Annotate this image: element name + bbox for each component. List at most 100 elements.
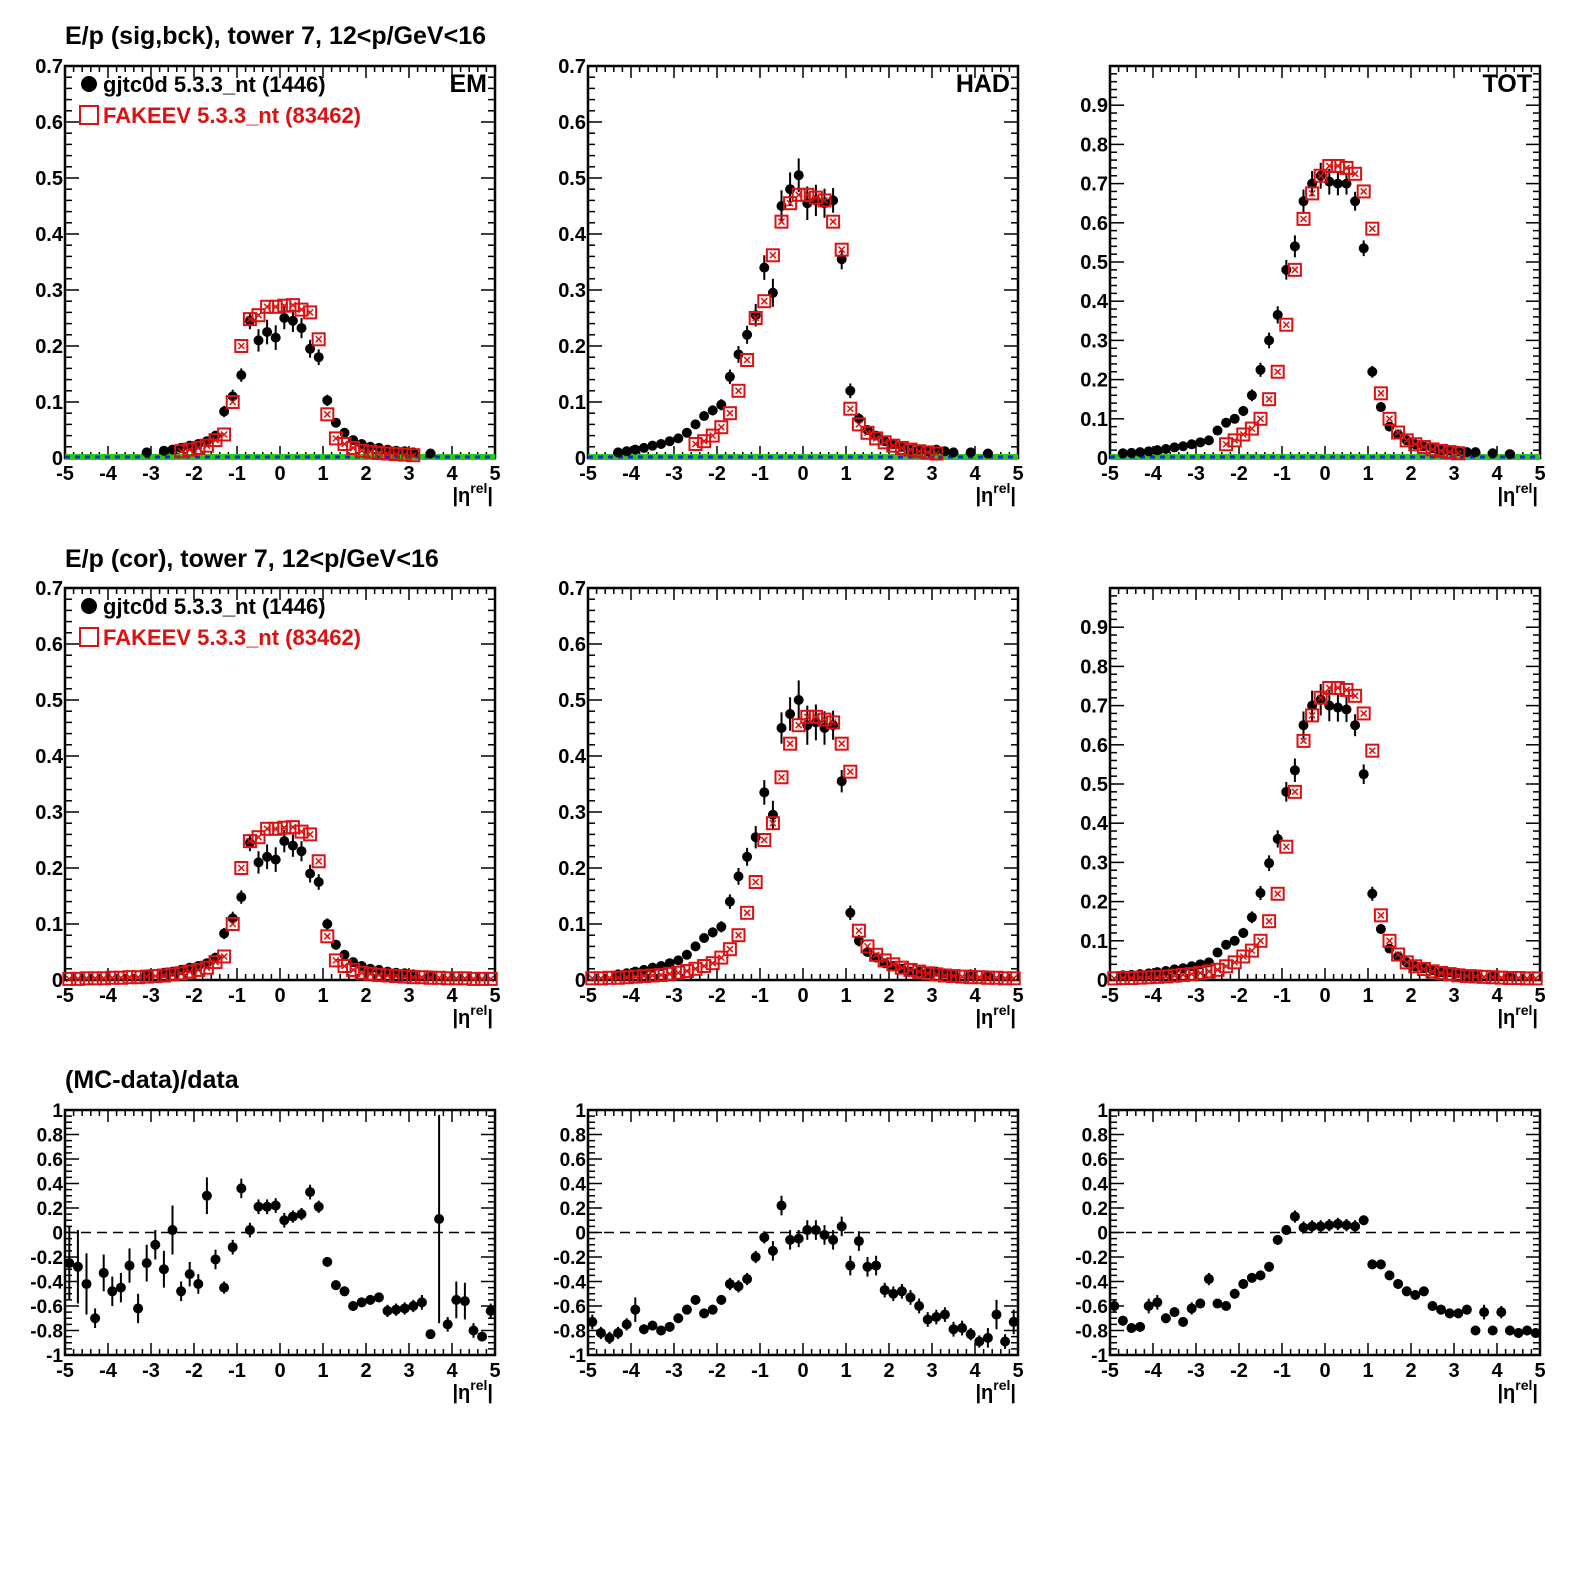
y-tick-label: 0.7 bbox=[558, 578, 586, 600]
mc-point-cross bbox=[409, 451, 417, 459]
mc-point bbox=[466, 971, 481, 986]
mc-point-cross bbox=[863, 429, 872, 437]
x-tick-label: 2 bbox=[883, 1360, 894, 1382]
x-tick-label: -1 bbox=[751, 463, 769, 485]
x-tick-label: -4 bbox=[1144, 1360, 1163, 1382]
mc-point-cross bbox=[237, 864, 245, 872]
x-tick-label: -2 bbox=[1230, 1360, 1248, 1382]
data-point bbox=[1332, 702, 1343, 713]
y-tick-label: 0.2 bbox=[1082, 1199, 1108, 1220]
mc-point-cross bbox=[332, 956, 340, 964]
panel-tot_sigbck: -5 -4 -3 -2 -1 0 1 2 3 4 5 0 0.1 0.2 0.3 0.4 0.5 0.6 0.7 0.… bbox=[1080, 64, 1546, 507]
series-mc bbox=[688, 187, 944, 461]
mc-point-cross bbox=[1368, 747, 1376, 755]
mc-point-cross bbox=[726, 409, 734, 417]
data-point bbox=[750, 1252, 761, 1262]
data-point bbox=[664, 1321, 675, 1332]
x-tick-label: 0 bbox=[274, 1360, 285, 1382]
x-tick-label: -4 bbox=[622, 985, 641, 1007]
x-axis-label: |ηrel| bbox=[975, 480, 1016, 507]
mc-point bbox=[826, 715, 841, 730]
panels: -5 -4 -3 -2 -1 0 1 2 3 4 5 0 0.1 0.2 0.3 0.4 0.5 0.6 0.7 |η… bbox=[30, 56, 1545, 1404]
data-point bbox=[1255, 1270, 1266, 1281]
data-point bbox=[1375, 402, 1386, 413]
mc-point-cross bbox=[323, 932, 331, 940]
y-tick-label: 0.6 bbox=[1080, 213, 1108, 235]
data-point bbox=[141, 1258, 152, 1269]
data-point bbox=[382, 1305, 393, 1316]
mc-point bbox=[1313, 168, 1328, 183]
y-tick-label: 0.5 bbox=[35, 168, 63, 190]
mc-point bbox=[1244, 421, 1259, 436]
x-tick-label: 3 bbox=[403, 1360, 414, 1382]
mc-point bbox=[1287, 784, 1302, 799]
x-tick-label: 1 bbox=[840, 463, 851, 485]
legend: gjtc0d 5.3.3_nt (1446) FAKEEV 5.3.3_nt (8… bbox=[79, 72, 361, 128]
mc-point-cross bbox=[1282, 321, 1290, 329]
y-tick-label: 0.2 bbox=[37, 1199, 63, 1220]
legend-marker-mc bbox=[79, 105, 99, 125]
data-point bbox=[1000, 1336, 1011, 1347]
data-point bbox=[699, 411, 710, 421]
x-tick-label: -3 bbox=[142, 463, 160, 485]
data-point bbox=[1461, 1304, 1472, 1315]
y-tick-label: 0.5 bbox=[35, 690, 63, 712]
mc-point bbox=[122, 970, 137, 985]
series-data bbox=[613, 680, 993, 981]
x-tick-label: -5 bbox=[579, 463, 597, 485]
legend-label-mc: FAKEEV 5.3.3_nt (83462) bbox=[103, 103, 361, 128]
data-point bbox=[673, 955, 684, 966]
mc-point-cross bbox=[1377, 389, 1385, 397]
mc-point-cross bbox=[1265, 395, 1273, 403]
data-point bbox=[793, 695, 804, 705]
mc-point bbox=[354, 443, 369, 458]
data-point bbox=[767, 809, 778, 820]
mc-point bbox=[62, 971, 77, 986]
legend-marker-mc bbox=[79, 627, 99, 647]
mc-point bbox=[980, 970, 995, 985]
mc-point bbox=[783, 736, 798, 751]
mc-point bbox=[1115, 971, 1130, 986]
mc-point bbox=[834, 242, 849, 257]
data-point bbox=[1470, 1325, 1481, 1336]
data-point bbox=[1186, 439, 1197, 450]
data-point bbox=[1289, 241, 1300, 252]
row-title-ratio: (MC-data)/data bbox=[65, 1066, 240, 1094]
x-tick-label: -3 bbox=[142, 1360, 160, 1382]
y-tick-label: -1 bbox=[569, 1346, 586, 1367]
data-point bbox=[716, 921, 727, 932]
x-tick-label: -4 bbox=[622, 463, 641, 485]
data-point bbox=[184, 1269, 195, 1280]
mc-point bbox=[593, 971, 608, 986]
mc-point-cross bbox=[1256, 937, 1265, 945]
mc-point bbox=[1348, 166, 1363, 181]
mc-point-cross bbox=[1282, 843, 1290, 851]
mc-point bbox=[1511, 971, 1526, 986]
data-point bbox=[707, 927, 718, 938]
data-point bbox=[595, 1327, 606, 1338]
mc-point bbox=[165, 967, 180, 982]
mc-point bbox=[1167, 968, 1182, 983]
y-tick-label: 0.1 bbox=[1080, 931, 1108, 953]
data-point bbox=[176, 1286, 187, 1297]
data-point bbox=[699, 1308, 710, 1319]
data-point bbox=[1238, 1278, 1249, 1289]
data-point bbox=[673, 1313, 684, 1324]
plot-frame bbox=[1108, 64, 1542, 460]
y-tick-label: -0.4 bbox=[1075, 1273, 1108, 1294]
mc-point bbox=[423, 970, 438, 985]
y-tick-label: 0 bbox=[1097, 1224, 1108, 1245]
mc-point bbox=[662, 966, 677, 981]
data-point bbox=[1160, 443, 1171, 454]
mc-point-cross bbox=[1248, 425, 1256, 433]
mc-point-cross bbox=[752, 314, 760, 322]
x-tick-label: -1 bbox=[228, 1360, 246, 1382]
mc-point bbox=[765, 248, 780, 263]
mc-point bbox=[1176, 967, 1191, 982]
mc-point-cross bbox=[332, 434, 340, 442]
mc-point bbox=[1322, 680, 1337, 695]
mc-point-cross bbox=[229, 398, 237, 406]
data-point bbox=[1143, 1301, 1154, 1311]
data-point bbox=[1444, 1308, 1455, 1319]
mc-point bbox=[285, 820, 300, 835]
